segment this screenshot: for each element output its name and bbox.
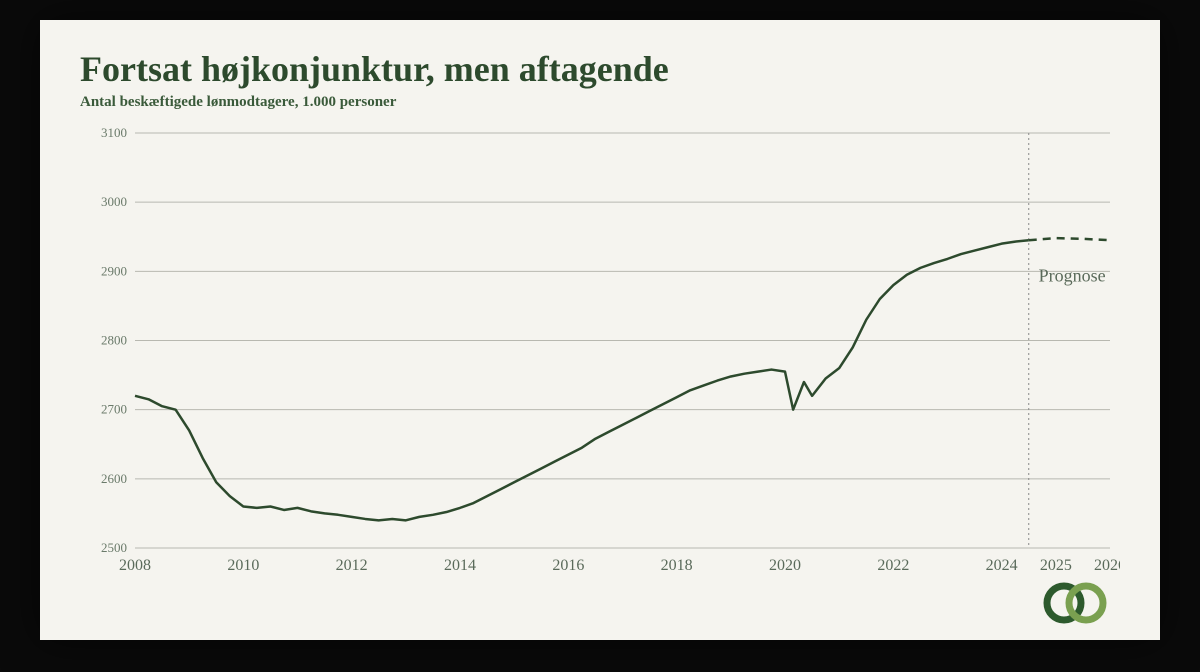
svg-text:2800: 2800	[101, 332, 127, 347]
slide: Fortsat højkonjunktur, men aftagende Ant…	[40, 20, 1160, 640]
svg-text:2900: 2900	[101, 263, 127, 278]
logo-svg	[1040, 580, 1110, 626]
landbrug-fodevarer-logo	[1040, 580, 1110, 626]
svg-text:2500: 2500	[101, 540, 127, 555]
svg-text:2016: 2016	[552, 557, 584, 574]
svg-text:2022: 2022	[877, 557, 909, 574]
svg-text:2020: 2020	[769, 557, 801, 574]
svg-text:2600: 2600	[101, 470, 127, 485]
svg-text:3100: 3100	[101, 125, 127, 140]
svg-text:2026: 2026	[1094, 557, 1120, 574]
svg-text:2014: 2014	[444, 557, 476, 574]
employment-line-chart: 2500 2600 2700 2800 2900 3000 3100 2008 2010 2012…	[80, 123, 1120, 583]
svg-text:2024: 2024	[986, 557, 1018, 574]
svg-text:Prognose: Prognose	[1039, 265, 1106, 285]
svg-text:2012: 2012	[336, 557, 368, 574]
svg-text:2700: 2700	[101, 401, 127, 416]
svg-text:2010: 2010	[227, 557, 259, 574]
chart-svg: 2500 2600 2700 2800 2900 3000 3100 2008 2010 2012…	[80, 123, 1120, 583]
svg-text:2008: 2008	[119, 557, 151, 574]
slide-title: Fortsat højkonjunktur, men aftagende	[80, 50, 1120, 90]
svg-text:3000: 3000	[101, 194, 127, 209]
svg-text:2018: 2018	[661, 557, 693, 574]
svg-text:2025: 2025	[1040, 557, 1072, 574]
slide-subtitle: Antal beskæftigede lønmodtagere, 1.000 p…	[80, 94, 1120, 111]
